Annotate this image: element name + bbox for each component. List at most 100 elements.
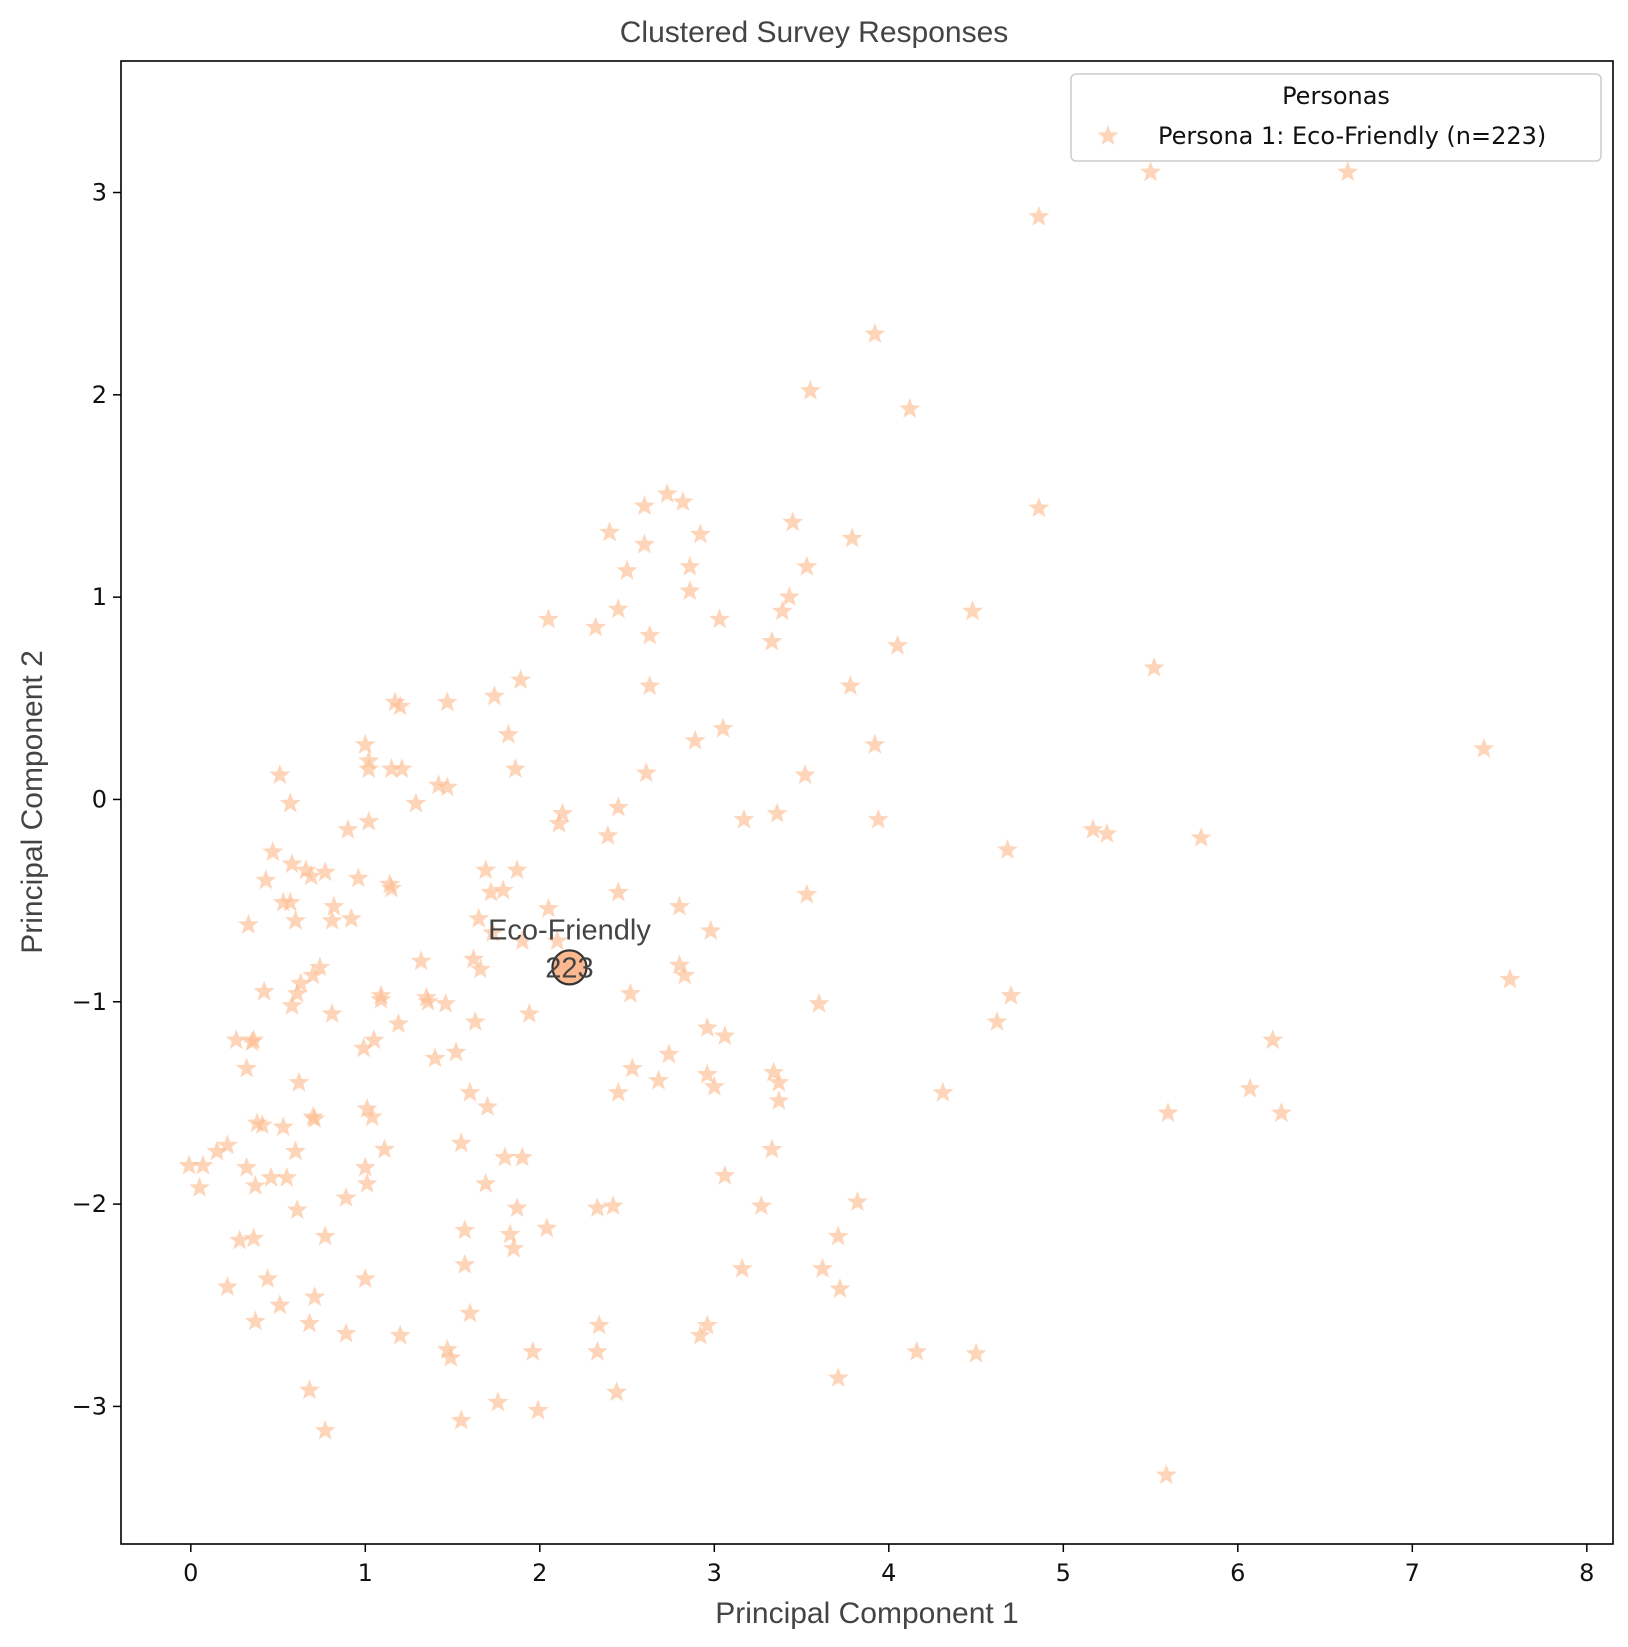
- data-point: [286, 982, 308, 1003]
- data-point: [668, 895, 690, 916]
- data-point: [272, 1116, 294, 1137]
- data-point: [841, 527, 863, 548]
- data-point: [354, 1156, 376, 1177]
- data-point: [635, 762, 657, 783]
- legend-star-icon: [1097, 125, 1119, 145]
- data-point: [536, 1217, 558, 1238]
- data-point: [1028, 205, 1050, 226]
- data-point: [899, 398, 921, 418]
- x-tick-label: 1: [358, 1559, 373, 1587]
- data-point: [812, 1257, 833, 1278]
- data-point: [269, 764, 291, 785]
- data-point: [276, 1166, 298, 1187]
- data-point: [684, 729, 706, 750]
- data-point: [965, 1342, 987, 1363]
- data-point: [253, 980, 275, 1001]
- data-point: [321, 909, 343, 930]
- data-point: [607, 1081, 629, 1102]
- y-tick-label: −3: [72, 1392, 107, 1420]
- centroid-count: 223: [545, 952, 593, 984]
- data-point: [353, 1037, 374, 1058]
- data-point: [304, 1108, 326, 1128]
- y-tick-label: 0: [92, 785, 107, 813]
- data-point: [482, 922, 504, 942]
- data-point: [689, 523, 711, 544]
- data-point: [602, 1195, 624, 1215]
- data-point: [796, 555, 818, 576]
- data-point: [546, 930, 568, 950]
- data-point: [374, 1138, 395, 1159]
- data-point: [440, 1346, 462, 1367]
- data-point: [864, 733, 886, 754]
- data-point: [607, 796, 629, 817]
- data-point: [299, 1312, 320, 1333]
- data-point: [672, 491, 694, 511]
- data-point: [244, 1174, 266, 1195]
- data-point: [178, 1154, 200, 1175]
- data-point: [639, 624, 661, 645]
- centroids: Eco-Friendly 223: [488, 914, 651, 986]
- data-point: [962, 600, 983, 621]
- data-point: [761, 1138, 783, 1159]
- data-point: [281, 853, 303, 874]
- data-point: [217, 1134, 238, 1155]
- x-tick-label: 7: [1405, 1559, 1420, 1587]
- data-point: [389, 695, 411, 716]
- data-point: [829, 1278, 851, 1298]
- data-point: [484, 685, 505, 706]
- data-point: [454, 1219, 476, 1240]
- data-point: [503, 1237, 525, 1258]
- data-point: [381, 877, 402, 898]
- y-tick-label: −1: [72, 988, 107, 1016]
- data-point: [1473, 737, 1495, 758]
- data-point: [370, 988, 392, 1009]
- data-point: [314, 861, 336, 882]
- data-point: [763, 1061, 785, 1082]
- data-point: [251, 1114, 273, 1135]
- data-point: [388, 1013, 409, 1033]
- data-point: [733, 808, 755, 829]
- data-point: [381, 758, 402, 778]
- legend: Personas Persona 1: Eco-Friendly (n=223): [1070, 73, 1602, 162]
- data-point: [511, 1146, 533, 1167]
- legend-marker-star: [1097, 125, 1119, 145]
- data-point: [674, 964, 696, 985]
- x-tick-label: 8: [1579, 1559, 1594, 1587]
- data-point: [510, 669, 532, 689]
- data-point: [192, 1154, 214, 1175]
- data-point: [354, 1268, 376, 1288]
- data-point: [1028, 497, 1050, 517]
- data-point: [1000, 984, 1022, 1005]
- x-tick-label: 0: [183, 1559, 198, 1587]
- data-point: [285, 1140, 306, 1161]
- data-point: [335, 1322, 357, 1343]
- data-point: [480, 881, 502, 902]
- x-axis-label: Principal Component 1: [715, 1597, 1019, 1630]
- data-point: [768, 1089, 790, 1110]
- y-tick-label: 3: [92, 179, 107, 207]
- data-point: [703, 1075, 725, 1096]
- data-point: [518, 1002, 540, 1023]
- data-point: [468, 907, 490, 928]
- data-point: [656, 483, 678, 503]
- y-axis-label: Principal Component 2: [16, 650, 49, 954]
- data-point: [932, 1081, 954, 1102]
- data-point: [634, 495, 655, 515]
- data-point: [709, 608, 730, 629]
- data-point: [384, 691, 406, 712]
- data-point: [285, 909, 306, 930]
- x-tick-label: 4: [881, 1559, 896, 1587]
- data-point: [548, 812, 570, 833]
- data-point: [279, 891, 301, 912]
- data-point: [475, 859, 497, 880]
- data-point: [405, 792, 427, 813]
- data-point: [751, 1195, 772, 1215]
- legend-entry-label: Persona 1: Eco-Friendly (n=223): [1158, 122, 1546, 150]
- data-point: [668, 954, 690, 975]
- data-point: [799, 379, 821, 400]
- data-point: [1140, 161, 1161, 182]
- data-point: [840, 675, 861, 696]
- data-point: [335, 1187, 357, 1207]
- data-point: [354, 733, 376, 754]
- data-point: [827, 1225, 849, 1246]
